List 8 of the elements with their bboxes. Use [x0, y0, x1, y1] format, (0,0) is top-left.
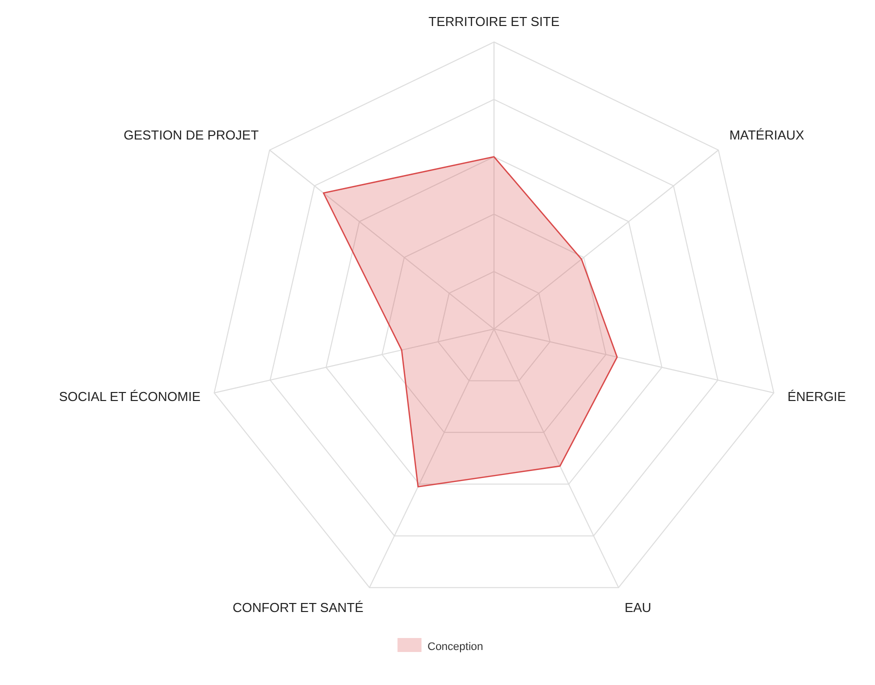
spoke-label: TERRITOIRE ET SITE: [428, 14, 560, 29]
spoke-label: CONFORT ET SANTÉ: [232, 600, 364, 616]
legend-label: Conception: [428, 641, 484, 653]
spoke-label: ÉNERGIE: [787, 388, 846, 404]
spoke-label: EAU: [624, 600, 652, 616]
spoke-label: SOCIAL ET ÉCONOMIE: [58, 388, 201, 404]
spoke-label: MATÉRIAUX: [729, 127, 805, 142]
spoke-label: GESTION DE PROJET: [124, 127, 259, 142]
